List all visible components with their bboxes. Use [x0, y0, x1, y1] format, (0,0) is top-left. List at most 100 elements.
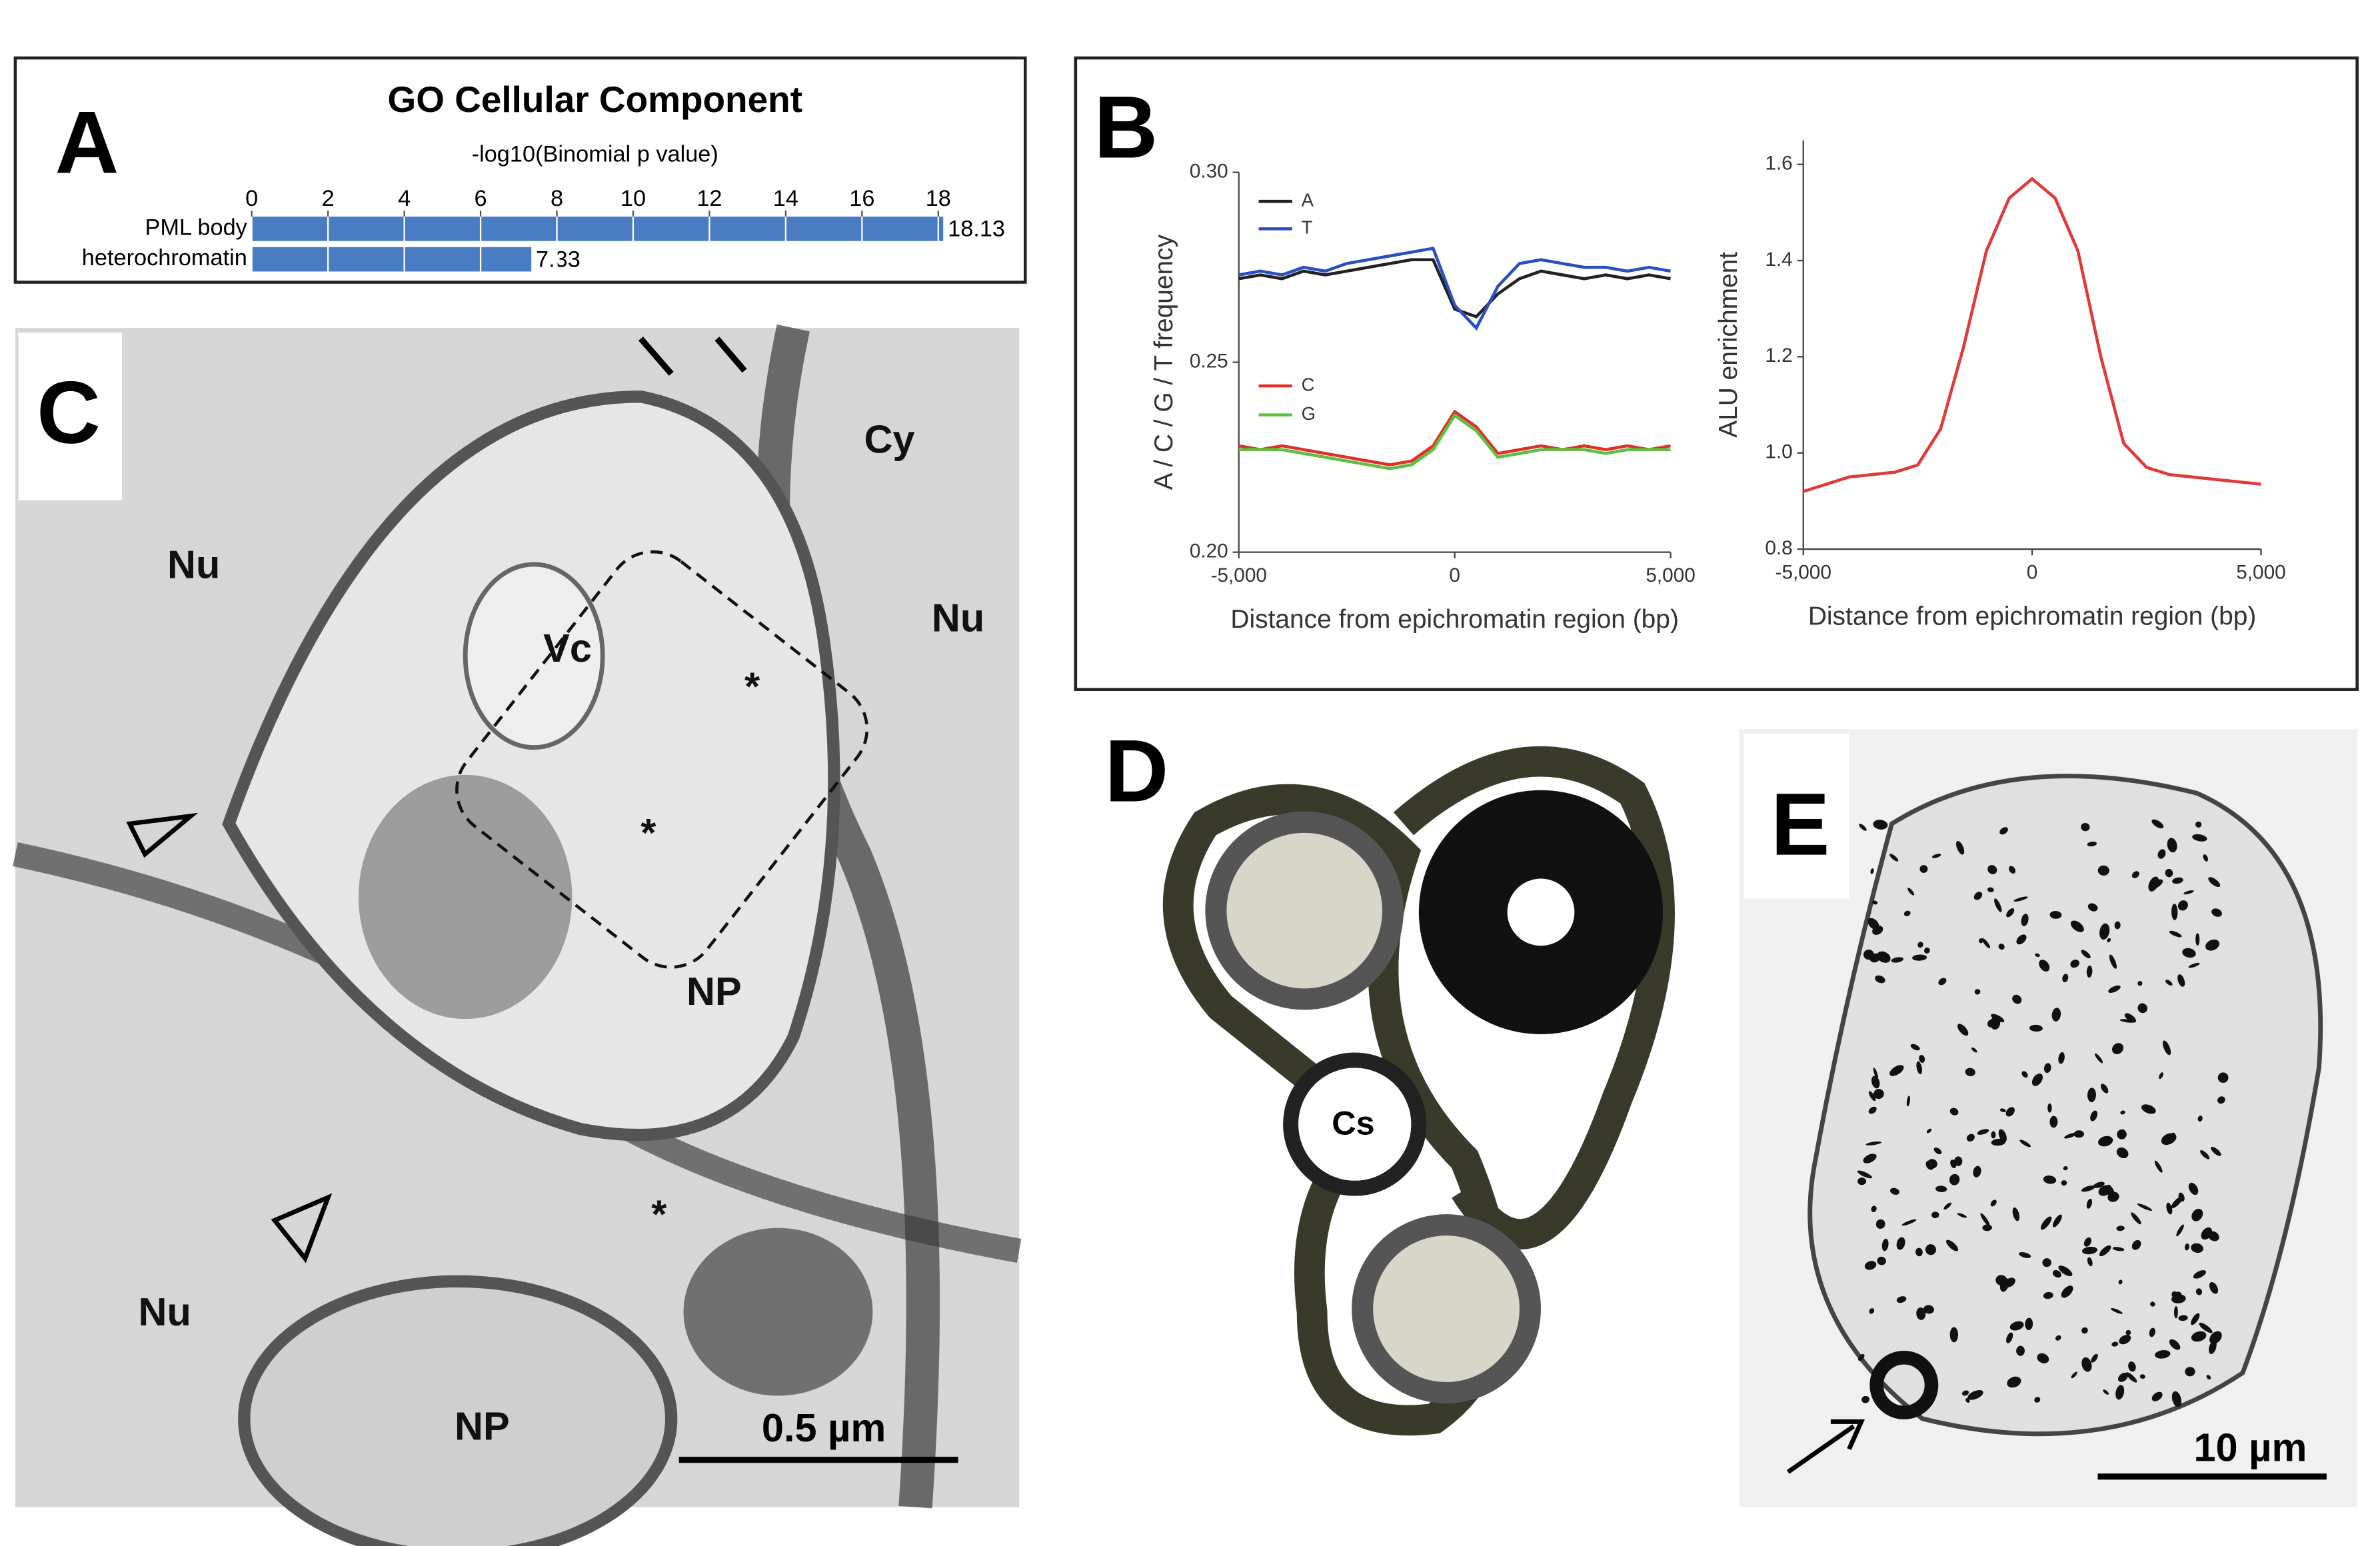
y-tick-label: 0.25: [1190, 351, 1228, 373]
image-annotation: Nu: [167, 542, 220, 586]
speckle: [1877, 1256, 1886, 1265]
speckle: [2137, 1203, 2153, 1211]
speckle: [2171, 1195, 2183, 1209]
speckle: [2098, 1136, 2113, 1147]
legend-label: C: [1302, 374, 1315, 394]
speckle: [1877, 951, 1891, 963]
axis-title: Distance from epichromatin region (bp): [1808, 602, 2257, 630]
speckle: [2091, 1353, 2098, 1363]
y-tick-label: 0.8: [1765, 537, 1792, 559]
panel-c-image: [13, 324, 1022, 1546]
speckle: [1991, 1138, 2006, 1146]
speckle: [1869, 1308, 1875, 1314]
speckle: [2052, 1214, 2062, 1227]
image-annotation: Vc: [543, 626, 592, 670]
speckle: [2149, 879, 2163, 890]
speckle: [1990, 1199, 1997, 1207]
speckle: [2019, 1140, 2031, 1148]
speckle: [1957, 1213, 1967, 1218]
speckle: [1864, 1261, 1877, 1270]
speckle: [2071, 1371, 2077, 1379]
image-annotation: Nu: [932, 595, 984, 640]
x-tick-label: 5,000: [2236, 562, 2285, 584]
speckle: [2199, 1322, 2213, 1333]
speckle: [2184, 1243, 2189, 1251]
speckle: [2197, 1116, 2203, 1122]
speckle: [2118, 1279, 2123, 1285]
image-annotation: Nu: [139, 1289, 191, 1334]
speckle: [2195, 821, 2202, 828]
speckle: [2058, 1052, 2065, 1064]
speckle: [1875, 1219, 1885, 1229]
speckle: [2176, 1224, 2184, 1237]
speckle: [1871, 1076, 1880, 1089]
speckle: [1873, 1089, 1884, 1100]
axis-title: ALU enrichment: [1714, 252, 1743, 438]
speckle: [2191, 1208, 2203, 1221]
y-tick-label: 1.2: [1765, 345, 1792, 367]
speckle: [2115, 1385, 2125, 1400]
speckle: [2131, 871, 2139, 878]
bar: [251, 217, 944, 241]
speckle: [2062, 974, 2069, 983]
speckle: [2051, 1008, 2061, 1022]
chart-title: GO Cellular Component: [388, 79, 802, 120]
speckle: [1981, 938, 1991, 949]
speckle: [2217, 1096, 2225, 1104]
speckle: [2111, 1307, 2123, 1314]
speckle: [2141, 1104, 2156, 1114]
speckle: [2169, 1339, 2181, 1350]
speckle: [2174, 1306, 2178, 1319]
speckle: [2119, 1019, 2135, 1023]
image-annotation: *: [651, 1191, 667, 1236]
speckle: [2177, 900, 2188, 911]
axis-title: Distance from epichromatin region (bp): [1230, 605, 1679, 634]
speckle: [1999, 1277, 2009, 1292]
speckle: [1923, 947, 1930, 954]
speckle: [1965, 1397, 1970, 1403]
y-tick-label: 0.20: [1190, 540, 1228, 562]
speckle: [2119, 1335, 2131, 1345]
speckle: [1931, 854, 1941, 858]
speckle: [1916, 1307, 1926, 1320]
speckle: [2087, 1257, 2093, 1267]
speckle: [1943, 1202, 1952, 1210]
speckle: [1857, 1353, 1865, 1361]
speckle: [2125, 1329, 2131, 1335]
speckle: [2131, 1239, 2141, 1250]
panel-label: A: [55, 93, 119, 192]
speckle: [2182, 948, 2196, 958]
speckle: [2191, 1313, 2200, 1325]
speckle: [2201, 1227, 2213, 1240]
x-tick-label: 6: [475, 186, 487, 211]
speckle: [2161, 1133, 2177, 1146]
speckle: [2167, 838, 2177, 853]
speckle: [2103, 1389, 2109, 1395]
speckle: [2126, 1372, 2137, 1383]
speckle: [2021, 914, 2029, 926]
speckle: [2081, 950, 2091, 959]
speckle: [2192, 834, 2207, 842]
speckle: [2058, 1265, 2073, 1277]
speckle: [2007, 1376, 2021, 1388]
speckle: [2012, 1207, 2020, 1221]
speckle: [2205, 939, 2220, 951]
x-tick-label: 4: [398, 186, 411, 211]
speckle: [2200, 1150, 2210, 1160]
speckle: [1869, 953, 1881, 963]
speckle: [2087, 1088, 2096, 1102]
speckle: [1926, 1128, 1932, 1134]
speckle: [1861, 1395, 1870, 1403]
speckle: [1973, 892, 1983, 900]
speckle: [2101, 1084, 2109, 1094]
legend-label: A: [1302, 189, 1314, 210]
speckle: [1889, 854, 1899, 862]
speckle: [1987, 887, 1994, 892]
speckle: [1987, 865, 1997, 874]
image-annotation: Cy: [864, 417, 915, 462]
panel-label: D: [1104, 722, 1168, 821]
speckle: [1915, 1247, 1923, 1257]
value-label: 7.33: [536, 247, 581, 272]
speckle: [2087, 903, 2098, 912]
